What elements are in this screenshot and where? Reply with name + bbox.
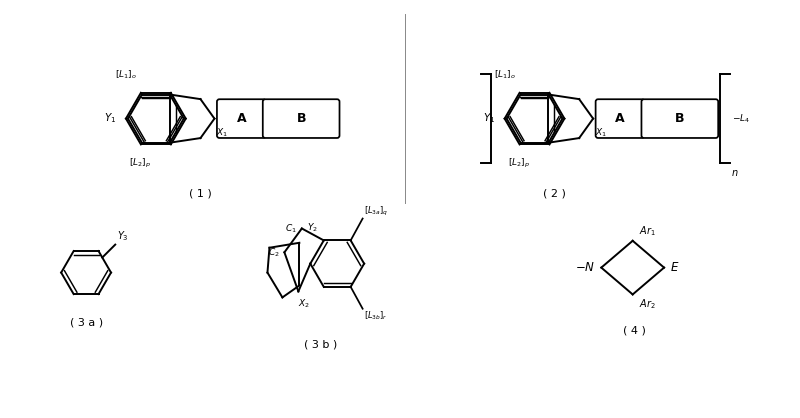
Text: $C_2$: $C_2$ bbox=[268, 246, 279, 259]
Text: $Y_1$: $Y_1$ bbox=[483, 111, 495, 125]
Text: $[L_1]_o$: $[L_1]_o$ bbox=[115, 68, 137, 81]
Text: B: B bbox=[675, 112, 685, 125]
Text: $[L_{3b}]_r$: $[L_{3b}]_r$ bbox=[364, 310, 387, 322]
Text: $[L_2]_p$: $[L_2]_p$ bbox=[507, 157, 530, 170]
FancyBboxPatch shape bbox=[642, 99, 718, 138]
Text: $X_1$: $X_1$ bbox=[595, 127, 607, 139]
Text: n: n bbox=[732, 168, 738, 178]
Text: $Y_1$: $Y_1$ bbox=[105, 111, 117, 125]
Text: $Ar_1$: $Ar_1$ bbox=[638, 224, 655, 238]
Text: $[L_1]_o$: $[L_1]_o$ bbox=[494, 68, 515, 81]
Text: $-L_4$: $-L_4$ bbox=[732, 112, 750, 125]
Text: $X_2$: $X_2$ bbox=[298, 298, 310, 310]
Text: $X_1$: $X_1$ bbox=[217, 127, 229, 139]
Text: $Y_2$: $Y_2$ bbox=[307, 222, 318, 234]
Text: A: A bbox=[615, 112, 625, 125]
Text: ( 3 b ): ( 3 b ) bbox=[304, 339, 337, 349]
Text: ( 4 ): ( 4 ) bbox=[622, 325, 646, 335]
Text: ( 1 ): ( 1 ) bbox=[190, 188, 212, 198]
Text: $E$: $E$ bbox=[670, 261, 679, 274]
Text: ( 3 a ): ( 3 a ) bbox=[70, 317, 102, 327]
FancyBboxPatch shape bbox=[262, 99, 339, 138]
FancyBboxPatch shape bbox=[217, 99, 266, 138]
Text: $-N$: $-N$ bbox=[575, 261, 595, 274]
Text: $Ar_2$: $Ar_2$ bbox=[638, 298, 655, 311]
Text: $[L_{3a}]_q$: $[L_{3a}]_q$ bbox=[364, 204, 388, 217]
Text: B: B bbox=[296, 112, 306, 125]
Text: ( 2 ): ( 2 ) bbox=[543, 188, 566, 198]
FancyBboxPatch shape bbox=[596, 99, 645, 138]
Text: $C_1$: $C_1$ bbox=[285, 222, 297, 235]
Text: A: A bbox=[237, 112, 246, 125]
Text: $[L_2]_p$: $[L_2]_p$ bbox=[129, 157, 151, 170]
Text: $Y_3$: $Y_3$ bbox=[118, 229, 129, 242]
